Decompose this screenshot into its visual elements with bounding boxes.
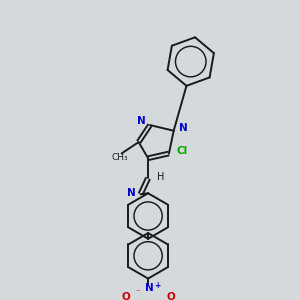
Text: N: N — [145, 283, 153, 293]
Text: O: O — [166, 292, 175, 300]
Text: N: N — [179, 123, 188, 133]
Text: Cl: Cl — [176, 146, 188, 156]
Text: H: H — [157, 172, 164, 182]
Text: +: + — [154, 281, 160, 290]
Text: N: N — [127, 188, 136, 198]
Text: O: O — [122, 292, 130, 300]
Text: CH₃: CH₃ — [111, 153, 128, 162]
Text: ⁻: ⁻ — [136, 287, 140, 296]
Text: N: N — [137, 116, 146, 126]
